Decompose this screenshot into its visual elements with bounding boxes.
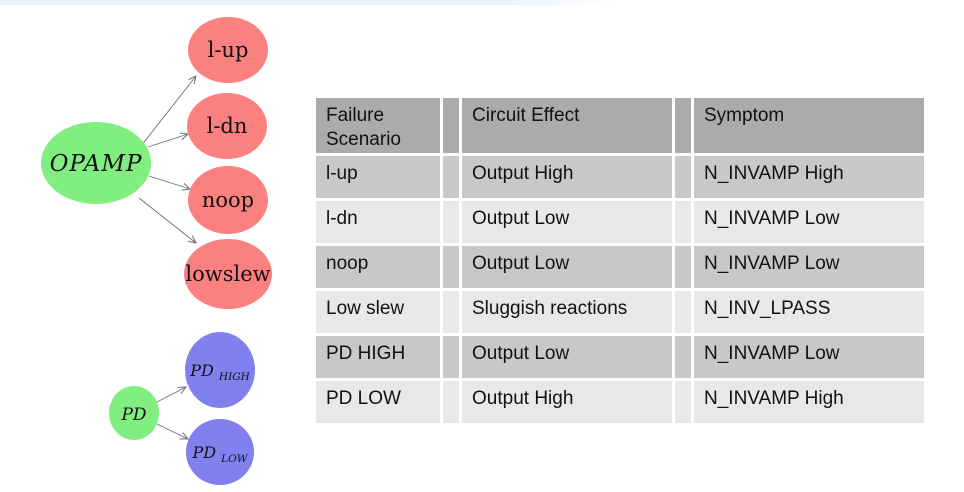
pd-low-ellipse [186, 419, 254, 485]
arrow-pd-to-pd-low [156, 423, 190, 440]
noop-label: noop [202, 188, 254, 212]
opamp-arrows [138, 75, 197, 244]
pd-low-label-main: PD [191, 443, 216, 462]
arrow-opamp-to-noop [148, 175, 192, 191]
node-l-up: l-up [188, 17, 268, 83]
cell-symptom: N_INVAMP Low [694, 200, 924, 243]
cell-spacer [443, 200, 459, 243]
pd-arrows [156, 386, 190, 440]
l-dn-label: l-dn [207, 114, 248, 138]
cell-spacer [443, 155, 459, 198]
arrow-pd-to-pd-high [156, 386, 188, 403]
node-l-dn: l-dn [187, 93, 267, 159]
table-row: noop Output Low N_INVAMP Low [316, 245, 924, 288]
cell-scenario: PD LOW [316, 380, 440, 423]
cell-spacer [675, 155, 691, 198]
cell-spacer [443, 335, 459, 378]
header-spacer [675, 98, 691, 153]
cell-spacer [443, 245, 459, 288]
arrow-opamp-to-l-dn [147, 132, 190, 148]
cell-effect: Output Low [462, 335, 672, 378]
table-row: PD LOW Output High N_INVAMP High [316, 380, 924, 423]
pd-high-label: PD HIGH [189, 361, 250, 383]
cell-spacer [675, 245, 691, 288]
opamp-node: OPAMP [41, 122, 151, 204]
node-noop: noop [188, 166, 268, 234]
table-header-row: Failure Scenario Circuit Effect Symptom [316, 98, 924, 153]
pd-high-label-main: PD [189, 361, 214, 380]
header-spacer [443, 98, 459, 153]
cell-scenario: PD HIGH [316, 335, 440, 378]
pd-high-label-subscript: HIGH [218, 371, 251, 383]
node-pd-low: PD LOW [186, 419, 254, 485]
arrow-opamp-to-l-up [140, 75, 197, 147]
header-failure-scenario: Failure Scenario [316, 98, 440, 153]
table-row: l-dn Output Low N_INVAMP Low [316, 200, 924, 243]
cell-symptom: N_INVAMP High [694, 155, 924, 198]
cell-symptom: N_INVAMP Low [694, 245, 924, 288]
cell-scenario: l-up [316, 155, 440, 198]
pd-label: PD [120, 405, 146, 425]
cell-symptom: N_INVAMP Low [694, 335, 924, 378]
cell-spacer [675, 290, 691, 333]
header-circuit-effect: Circuit Effect [462, 98, 672, 153]
pd-ellipse [109, 386, 159, 440]
table-row: Low slew Sluggish reactions N_INV_LPASS [316, 290, 924, 333]
arrow-opamp-to-lowslew [138, 197, 197, 244]
l-up-label: l-up [208, 38, 249, 62]
header-symptom: Symptom [694, 98, 924, 153]
cell-effect: Output High [462, 155, 672, 198]
lowslew-label: lowslew [185, 262, 270, 286]
node-lowslew: lowslew [184, 239, 272, 309]
failure-scenario-table: Failure Scenario Circuit Effect Symptom … [313, 95, 927, 426]
lowslew-ellipse [184, 239, 272, 309]
cell-symptom: N_INV_LPASS [694, 290, 924, 333]
cell-effect: Sluggish reactions [462, 290, 672, 333]
pd-high-ellipse [185, 332, 255, 408]
cell-scenario: Low slew [316, 290, 440, 333]
cell-spacer [675, 335, 691, 378]
fault-tree-diagram: OPAMP l-up l-dn noop lowslew PD PD HIGH … [41, 17, 272, 485]
cell-spacer [675, 380, 691, 423]
top-accent-bar [0, 0, 618, 5]
cell-scenario: l-dn [316, 200, 440, 243]
cell-symptom: N_INVAMP High [694, 380, 924, 423]
cell-spacer [443, 380, 459, 423]
cell-effect: Output Low [462, 245, 672, 288]
node-pd-high: PD HIGH [185, 332, 255, 408]
pd-low-label-subscript: LOW [220, 453, 249, 465]
l-up-ellipse [188, 17, 268, 83]
cell-spacer [675, 200, 691, 243]
l-dn-ellipse [187, 93, 267, 159]
opamp-ellipse [41, 122, 151, 204]
noop-ellipse [188, 166, 268, 234]
pd-node: PD [109, 386, 159, 440]
opamp-label: OPAMP [50, 151, 143, 177]
table-row: l-up Output High N_INVAMP High [316, 155, 924, 198]
table-row: PD HIGH Output Low N_INVAMP Low [316, 335, 924, 378]
cell-scenario: noop [316, 245, 440, 288]
cell-spacer [443, 290, 459, 333]
cell-effect: Output Low [462, 200, 672, 243]
pd-low-label: PD LOW [191, 443, 248, 465]
cell-effect: Output High [462, 380, 672, 423]
